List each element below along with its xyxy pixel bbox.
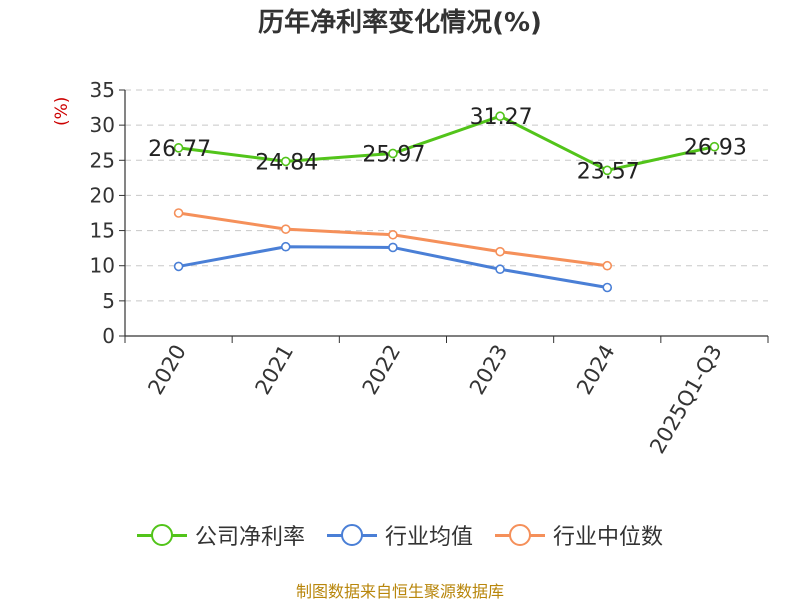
x-tick-label: 2023 (465, 341, 513, 399)
legend-label: 行业中位数 (553, 525, 664, 550)
x-tick-label: 2021 (251, 341, 299, 399)
data-point (388, 148, 398, 159)
data-point (602, 260, 613, 271)
y-tick-label: 35 (90, 78, 115, 102)
axes: 0 5 10 15 20 25 30 35 2020 2021 2022 2023 2024 2025Q1… (90, 78, 769, 458)
data-point (602, 282, 613, 293)
x-tick-label: 2022 (358, 341, 406, 399)
legend-item[interactable]: 行业均值 (326, 519, 473, 551)
data-label: 24.84 (255, 150, 318, 175)
y-tick-label: 0 (102, 324, 115, 348)
y-tick-label: 30 (90, 113, 115, 137)
data-point (709, 141, 720, 152)
data-point (173, 143, 184, 153)
data-point (495, 246, 505, 257)
legend-label: 公司净利率 (194, 525, 305, 550)
data-label: 31.27 (470, 105, 533, 130)
x-tick-label: 2025Q1-Q3 (645, 341, 727, 458)
data-label: 25.97 (362, 142, 425, 167)
legend-marker-icon (326, 524, 377, 546)
data-point (495, 264, 505, 275)
legend-item[interactable]: 行业中位数 (495, 519, 663, 551)
legend-item[interactable]: 公司净利率 (136, 519, 305, 551)
grid-lines (125, 89, 768, 302)
data-point (602, 165, 613, 176)
series-lines (173, 111, 720, 293)
data-point (280, 241, 291, 252)
x-tick-label: 2020 (143, 341, 191, 399)
source-note: 制图数据来自恒生聚源数据库 (295, 582, 504, 601)
data-label: 26.93 (684, 136, 747, 161)
series-line (178, 245, 608, 289)
legend-marker-icon (136, 524, 187, 546)
data-point (280, 224, 291, 234)
data-point (173, 261, 184, 272)
legend-label: 行业均值 (384, 525, 473, 550)
data-label: 23.57 (577, 159, 640, 184)
data-point (280, 156, 291, 167)
y-tick-label: 20 (90, 183, 115, 207)
legend: 公司净利率 行业均值 行业中位数 (0, 519, 800, 551)
data-point (388, 242, 398, 253)
series-line (178, 114, 715, 172)
data-labels: 26.77 24.84 25.97 31.27 23.57 26.93 (148, 105, 747, 184)
data-point (173, 208, 184, 218)
y-tick-label: 25 (90, 148, 115, 172)
legend-marker-icon (495, 524, 545, 546)
data-point (388, 229, 398, 240)
y-tick-label: 15 (90, 219, 115, 243)
y-tick-label: 10 (90, 254, 115, 278)
x-tick-label: 2024 (572, 341, 620, 399)
data-point (495, 111, 505, 122)
y-tick-label: 5 (102, 289, 115, 313)
chart-title: 历年净利率变化情况(%) (258, 8, 542, 38)
data-label: 26.77 (148, 137, 211, 162)
